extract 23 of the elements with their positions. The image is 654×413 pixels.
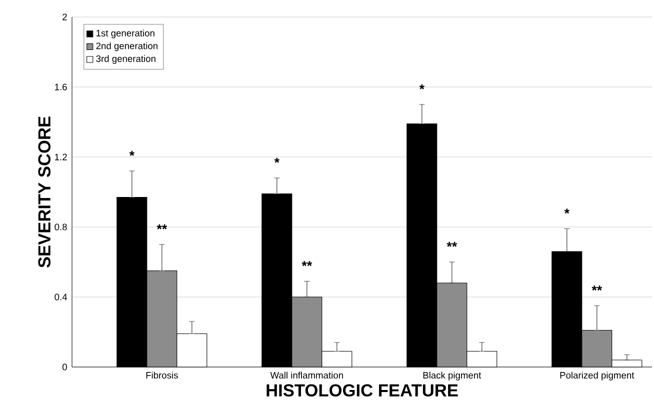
data-label: ** — [446, 242, 458, 247]
y-tick-label: 2 — [62, 14, 67, 20]
data-label: * — [129, 150, 134, 156]
y-axis-title: SEVERITY SCORE — [38, 116, 50, 268]
data-label: * — [419, 84, 424, 90]
y-tick-label: 0.4 — [54, 294, 68, 300]
x-tick-label: Black pigment — [423, 372, 482, 380]
y-tick-label: 0 — [62, 364, 67, 370]
data-label: * — [564, 208, 570, 214]
y-tick-label: 1.6 — [55, 84, 67, 90]
x-axis-title: HISTOLOGIC FEATURE — [266, 384, 458, 396]
legend-label: 2nd generation — [96, 42, 158, 52]
data-label: ** — [156, 224, 168, 230]
data-label: * — [274, 158, 280, 163]
y-tick-label: 0.8 — [54, 224, 67, 230]
y-tick-label: 1.2 — [55, 154, 67, 160]
data-label: ** — [302, 261, 312, 266]
x-tick-label: Wall inflammation — [270, 372, 343, 379]
x-tick-label: Fibrosis — [146, 372, 178, 379]
x-tick-label: Polarized pigment — [560, 372, 634, 380]
data-label: ** — [592, 286, 602, 291]
legend-label: 3rd generation — [96, 55, 156, 64]
legend-label: 1st generation — [96, 30, 154, 38]
